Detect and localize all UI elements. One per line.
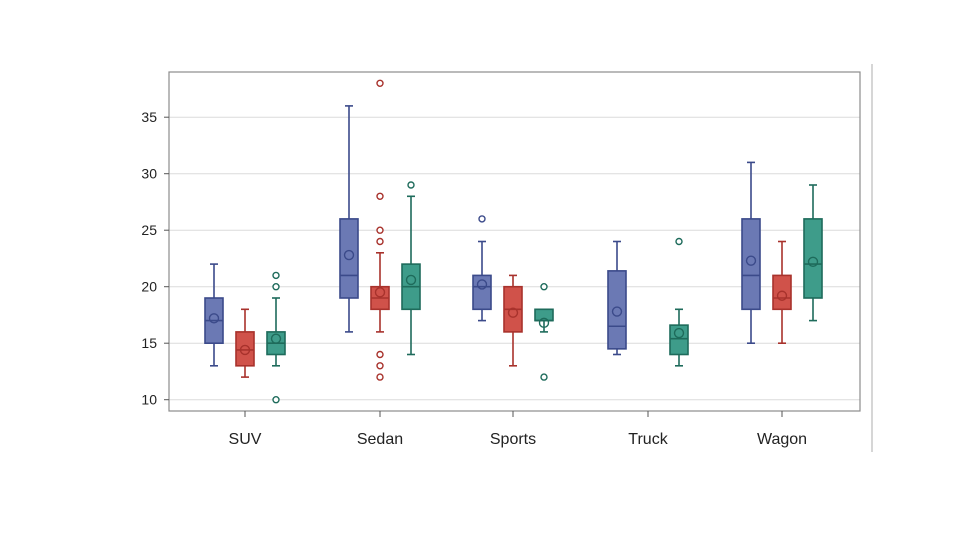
mean-marker bbox=[343, 249, 355, 261]
mean-marker bbox=[374, 287, 386, 298]
mean-marker bbox=[538, 317, 550, 329]
mean-marker bbox=[405, 274, 417, 286]
outlier-point bbox=[376, 192, 384, 201]
box-series-2-wagon bbox=[772, 240, 792, 345]
x-tick-label: Truck bbox=[628, 431, 668, 448]
box-series-1-suv bbox=[204, 263, 224, 367]
outlier-point bbox=[376, 350, 384, 359]
x-tick-label: SUV bbox=[229, 431, 262, 448]
plot-area-frame bbox=[168, 71, 861, 412]
y-tick-label: 35 bbox=[141, 109, 157, 125]
y-tick-label: 30 bbox=[141, 166, 157, 182]
box-series-1-truck bbox=[607, 240, 627, 356]
iqr-box bbox=[772, 274, 792, 311]
mean-marker bbox=[208, 313, 220, 324]
x-tick-label: Wagon bbox=[757, 431, 807, 448]
outlier-point bbox=[272, 396, 280, 404]
iqr-box bbox=[669, 324, 689, 356]
box-plots bbox=[204, 79, 823, 404]
mean-marker bbox=[270, 333, 282, 344]
box-series-3-sports bbox=[534, 283, 554, 381]
outlier-point bbox=[478, 215, 486, 223]
iqr-box bbox=[339, 218, 359, 299]
outlier-point bbox=[376, 362, 384, 370]
box-series-3-sedan bbox=[401, 181, 421, 356]
outlier-point bbox=[540, 283, 548, 291]
outlier-point bbox=[407, 181, 415, 189]
box-series-2-sports bbox=[503, 274, 523, 367]
mean-marker bbox=[807, 256, 819, 268]
x-tick-label: Sports bbox=[490, 431, 536, 448]
outlier-point bbox=[376, 79, 384, 88]
box-series-2-sedan bbox=[370, 79, 390, 381]
iqr-box bbox=[803, 218, 823, 299]
outlier-point bbox=[272, 271, 280, 280]
x-tick-label: Sedan bbox=[357, 431, 403, 448]
outlier-point bbox=[376, 226, 384, 234]
mean-marker bbox=[776, 290, 788, 301]
mean-marker bbox=[507, 307, 519, 318]
y-tick-label: 10 bbox=[141, 392, 157, 408]
iqr-box bbox=[235, 331, 255, 367]
box-series-1-wagon bbox=[741, 161, 761, 345]
mean-marker bbox=[611, 306, 623, 317]
box-series-1-sedan bbox=[339, 105, 359, 333]
box-series-3-suv bbox=[266, 271, 286, 404]
box-series-1-sports bbox=[472, 215, 492, 322]
outlier-point bbox=[376, 373, 384, 381]
iqr-box bbox=[607, 270, 627, 350]
mean-marker bbox=[476, 279, 488, 290]
outlier-point bbox=[272, 283, 280, 291]
mean-marker bbox=[239, 344, 251, 356]
mean-marker bbox=[745, 255, 757, 266]
y-tick-label: 15 bbox=[141, 335, 157, 351]
iqr-box bbox=[741, 218, 761, 311]
box-series-2-suv bbox=[235, 308, 255, 378]
outlier-point bbox=[376, 237, 384, 246]
box-series-3-wagon bbox=[803, 184, 823, 322]
box-series-3-truck bbox=[669, 237, 689, 367]
mean-marker bbox=[673, 327, 685, 339]
axes: 10 15 20 25 30 35 SUV Sedan Sports Truck Wagon bbox=[141, 109, 807, 448]
y-tick-label: 20 bbox=[141, 279, 157, 295]
outlier-point bbox=[540, 373, 548, 381]
outlier-point bbox=[675, 237, 683, 246]
y-tick-label: 25 bbox=[141, 222, 157, 238]
